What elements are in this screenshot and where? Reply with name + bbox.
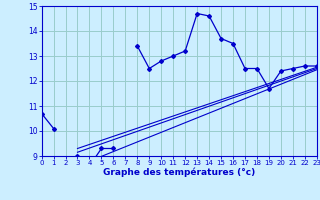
X-axis label: Graphe des températures (°c): Graphe des températures (°c) (103, 168, 255, 177)
